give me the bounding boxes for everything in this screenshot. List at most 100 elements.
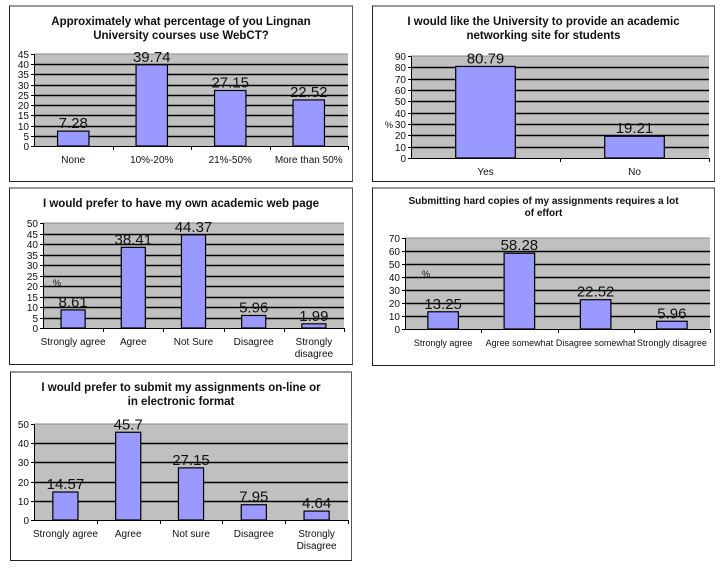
bar-chart-svg: 0 10 20 30 40 50 60 70 13.25 Strongly agree 58.28 A…: [389, 234, 711, 348]
y-tick-label: 0: [23, 516, 29, 527]
chart-title: I would prefer to submit my assignments …: [11, 381, 351, 409]
x-category-label: Yes: [477, 167, 493, 178]
y-tick-label: 40: [389, 273, 401, 284]
chart-title-line: Submitting hard copies of my assignments…: [408, 196, 679, 207]
y-unit-label: %: [422, 269, 430, 279]
chart-own-web-page: I would prefer to have my own academic w…: [9, 187, 353, 365]
x-category-label: Disagree: [234, 529, 274, 540]
chart-title: Submitting hard copies of my assignments…: [373, 196, 714, 220]
data-label: 5.96: [657, 305, 686, 322]
x-category-label: Disagree somewhat: [556, 338, 636, 348]
bar: [52, 491, 79, 521]
data-label: 4.64: [302, 495, 331, 512]
chart-title-line: in electronic format: [127, 396, 235, 408]
chart-title-line: networking site for students: [466, 30, 621, 42]
y-tick-label: 30: [18, 81, 30, 92]
bar: [115, 431, 142, 521]
y-tick-label: 20: [27, 282, 39, 293]
y-tick-label: 15: [18, 111, 30, 122]
data-label: 5.96: [239, 299, 268, 316]
y-tick-label: 35: [27, 251, 39, 262]
y-tick-label: 10: [18, 497, 30, 508]
y-tick-label: 0: [32, 324, 38, 335]
y-tick-label: 10: [389, 312, 401, 323]
data-label: 8.61: [58, 294, 87, 311]
y-tick-label: 20: [18, 101, 30, 112]
y-tick-label: 50: [395, 97, 407, 108]
x-category-label: More than 50%: [275, 155, 343, 166]
y-tick-label: 40: [395, 109, 407, 120]
x-category-label: Agree: [115, 529, 142, 540]
bar: [120, 246, 146, 329]
y-tick-label: 15: [27, 293, 39, 304]
x-category-label: Strongly: [296, 337, 333, 348]
data-label: 39.74: [133, 49, 171, 66]
data-label: 58.28: [501, 237, 539, 254]
x-category-label: Not sure: [172, 529, 210, 540]
y-tick-label: 90: [395, 52, 407, 63]
y-tick-label: 30: [389, 286, 401, 297]
bar: [177, 467, 205, 521]
x-category-label: No: [628, 167, 641, 178]
x-category-label: Strongly disagree: [637, 338, 707, 348]
chart-title-line: I would prefer to have my own academic w…: [42, 198, 320, 210]
y-tick-label: 0: [23, 142, 29, 153]
bar: [427, 311, 459, 330]
bar: [135, 64, 169, 147]
y-tick-label: 45: [18, 50, 30, 61]
y-tick-label: 10: [395, 143, 407, 154]
y-tick-label: 10: [18, 122, 30, 133]
bar: [455, 65, 516, 159]
chart-title-line: I would prefer to submit my assignments …: [41, 382, 321, 394]
y-tick-label: 50: [27, 219, 39, 230]
y-tick-label: 0: [394, 325, 400, 336]
data-label: 27.15: [211, 74, 249, 91]
y-tick-label: 25: [18, 91, 30, 102]
chart-submit-online: I would prefer to submit my assignments …: [10, 371, 352, 561]
y-tick-label: 5: [32, 314, 38, 325]
y-tick-label: 30: [27, 261, 39, 272]
y-tick-label: 40: [27, 240, 39, 251]
x-category-label: 21%-50%: [209, 155, 252, 166]
chart-title-line: Approximately what percentage of you Lin…: [51, 16, 311, 28]
chart-networking-site: I would like the University to provide a…: [372, 5, 715, 182]
data-label: 7.95: [239, 489, 268, 506]
y-tick-label: 80: [395, 63, 407, 74]
y-tick-label: 5: [23, 132, 29, 143]
y-tick-label: 0: [400, 154, 406, 165]
chart-title: I would like the University to provide a…: [373, 15, 714, 43]
chart-webct-usage: Approximately what percentage of you Lin…: [9, 5, 353, 182]
bar: [213, 89, 247, 147]
chart-hard-copies-effort: Submitting hard copies of my assignments…: [372, 187, 715, 366]
bar: [60, 309, 86, 329]
data-label: 45.7: [114, 416, 143, 433]
bar: [292, 99, 326, 147]
y-unit-label: %: [53, 278, 61, 288]
x-category-label: Strongly agree: [41, 337, 106, 348]
x-category-label: Disagree: [234, 337, 274, 348]
bar: [56, 130, 90, 147]
bar: [656, 320, 688, 330]
chart-title-line: I would like the University to provide a…: [407, 16, 680, 28]
y-tick-label: 30: [18, 458, 30, 469]
x-category-label: Agree: [120, 337, 147, 348]
x-category-label: Strongly agree: [414, 338, 473, 348]
bar: [503, 252, 536, 330]
x-category-label: Strongly: [298, 529, 335, 540]
y-tick-label: 50: [18, 420, 30, 431]
y-tick-label: 70: [395, 75, 407, 86]
y-tick-label: 70: [389, 234, 401, 245]
bar: [180, 234, 207, 329]
x-category-label: Strongly agree: [33, 529, 98, 540]
y-tick-label: 10: [27, 303, 39, 314]
data-label: 19.21: [616, 120, 654, 137]
chart-title: Approximately what percentage of you Lin…: [10, 15, 352, 43]
y-tick-label: 20: [395, 131, 407, 142]
y-unit-label: %: [385, 120, 393, 130]
data-label: 7.28: [59, 115, 88, 132]
data-label: 22.52: [290, 84, 328, 101]
chart-title: I would prefer to have my own academic w…: [10, 197, 352, 211]
x-category-label: Agree somewhat: [486, 338, 554, 348]
bar: [303, 510, 330, 521]
y-tick-label: 40: [18, 439, 30, 450]
